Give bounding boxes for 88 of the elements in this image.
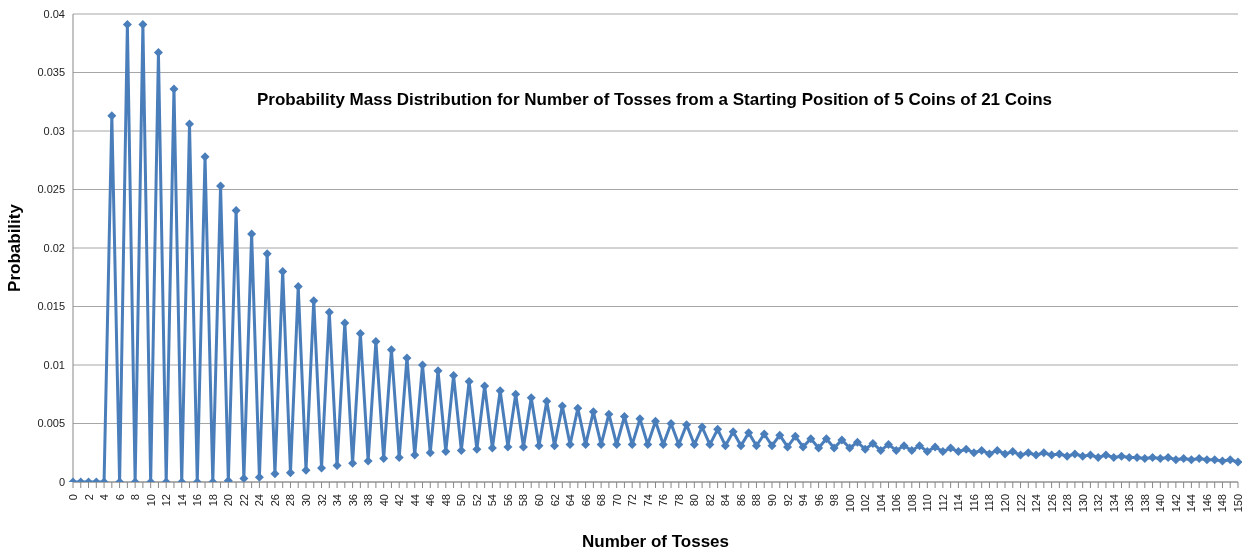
x-tick-label: 4 xyxy=(98,494,111,501)
x-tick-label: 128 xyxy=(1061,494,1074,513)
x-tick-label: 118 xyxy=(983,494,996,512)
x-tick-label: 38 xyxy=(362,494,375,507)
x-tick-label: 52 xyxy=(470,494,483,507)
y-tick-label: 0.015 xyxy=(37,300,65,313)
x-tick-label: 110 xyxy=(921,494,934,512)
x-tick-label: 138 xyxy=(1138,494,1151,513)
x-tick-label: 28 xyxy=(284,494,297,507)
x-tick-label: 82 xyxy=(703,494,716,507)
x-tick-label: 98 xyxy=(828,494,841,507)
x-tick-label: 88 xyxy=(750,494,763,507)
x-tick-label: 2 xyxy=(82,494,95,501)
x-tick-label: 144 xyxy=(1185,494,1198,513)
x-tick-label: 44 xyxy=(408,494,421,507)
x-tick-label: 134 xyxy=(1107,494,1120,513)
x-tick-label: 78 xyxy=(672,494,685,507)
x-tick-label: 18 xyxy=(206,494,219,507)
x-tick-label: 68 xyxy=(595,494,608,507)
x-tick-label: 22 xyxy=(237,494,250,507)
x-tick-label: 46 xyxy=(424,494,437,507)
x-tick-label: 8 xyxy=(129,494,142,501)
x-tick-label: 34 xyxy=(331,494,344,507)
x-tick-label: 0 xyxy=(67,494,79,501)
x-tick-label: 130 xyxy=(1076,494,1089,513)
x-tick-label: 146 xyxy=(1200,494,1213,513)
x-tick-label: 92 xyxy=(781,494,794,507)
y-axis-title: Probability xyxy=(5,203,25,292)
x-tick-label: 6 xyxy=(113,494,126,501)
x-tick-label: 56 xyxy=(501,494,514,507)
x-axis-title: Number of Tosses xyxy=(581,532,730,547)
x-tick-label: 20 xyxy=(222,494,235,507)
x-tick-label: 70 xyxy=(610,494,623,507)
y-tick-label: 0.03 xyxy=(43,124,65,137)
y-tick-label: 0.01 xyxy=(43,358,65,371)
x-tick-label: 24 xyxy=(253,494,266,507)
x-tick-label: 142 xyxy=(1169,494,1182,513)
y-tick-label: 0.005 xyxy=(37,417,65,430)
x-tick-label: 94 xyxy=(797,494,810,507)
y-tick-label: 0 xyxy=(58,475,65,488)
y-tick-label: 0.04 xyxy=(43,7,65,20)
x-tick-label: 58 xyxy=(517,494,530,507)
x-tick-label: 126 xyxy=(1045,494,1058,513)
x-tick-label: 14 xyxy=(175,494,188,507)
x-tick-label: 148 xyxy=(1216,494,1229,513)
x-tick-label: 60 xyxy=(533,494,545,507)
x-tick-label: 84 xyxy=(719,494,732,507)
x-tick-label: 136 xyxy=(1123,494,1136,513)
x-tick-label: 76 xyxy=(657,494,670,507)
x-tick-label: 50 xyxy=(455,494,468,507)
x-tick-label: 124 xyxy=(1030,494,1043,513)
x-tick-label: 12 xyxy=(160,494,173,507)
x-tick-label: 36 xyxy=(346,494,359,507)
y-tick-label: 0.035 xyxy=(37,66,65,79)
x-tick-label: 150 xyxy=(1232,494,1244,513)
x-tick-label: 54 xyxy=(486,494,499,507)
x-tick-label: 96 xyxy=(812,494,825,507)
x-tick-label: 72 xyxy=(626,494,639,507)
y-tick-label: 0.025 xyxy=(37,183,65,196)
x-tick-label: 106 xyxy=(890,494,903,513)
x-tick-label: 10 xyxy=(144,494,157,507)
x-tick-label: 80 xyxy=(688,494,701,507)
x-tick-label: 114 xyxy=(952,494,965,512)
x-tick-label: 140 xyxy=(1154,494,1167,513)
x-tick-label: 112 xyxy=(936,494,949,512)
x-tick-label: 16 xyxy=(191,494,204,507)
x-tick-label: 116 xyxy=(967,494,980,512)
x-tick-label: 132 xyxy=(1092,494,1105,513)
x-tick-label: 40 xyxy=(377,494,390,507)
x-tick-label: 62 xyxy=(548,494,561,507)
y-tick-label: 0.02 xyxy=(43,241,65,254)
x-tick-label: 120 xyxy=(999,494,1011,513)
x-tick-label: 104 xyxy=(874,494,887,513)
x-tick-label: 90 xyxy=(766,494,778,507)
x-tick-label: 108 xyxy=(905,494,918,513)
x-tick-label: 102 xyxy=(859,494,872,513)
text: Probability Mass Distribution for Number of Tosses from a Starting Position of 5 Coins of 21 Coins xyxy=(257,90,1052,110)
x-tick-label: 48 xyxy=(439,494,452,507)
x-tick-label: 74 xyxy=(641,494,654,507)
x-tick-label: 26 xyxy=(268,494,281,507)
x-tick-label: 42 xyxy=(393,494,406,507)
x-tick-label: 30 xyxy=(300,494,312,507)
x-tick-label: 32 xyxy=(315,494,328,507)
x-tick-label: 86 xyxy=(734,494,747,507)
x-tick-label: 64 xyxy=(564,494,577,507)
x-tick-label: 66 xyxy=(579,494,592,507)
x-tick-label: 122 xyxy=(1014,494,1027,513)
x-tick-label: 100 xyxy=(843,494,856,513)
